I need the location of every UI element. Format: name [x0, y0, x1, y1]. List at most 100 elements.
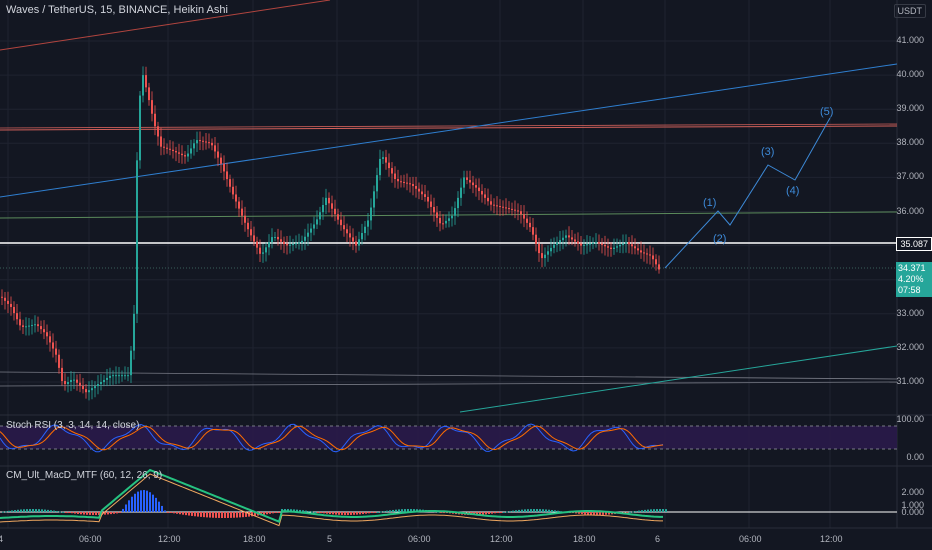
- candle-body: [631, 244, 633, 247]
- macd-histogram-bar: [665, 509, 667, 512]
- candle-body: [322, 205, 324, 213]
- candle-body: [202, 140, 204, 142]
- candle-body: [460, 187, 462, 198]
- candle-body: [331, 203, 333, 209]
- candle-body: [568, 235, 570, 238]
- macd-histogram-bar: [383, 511, 385, 513]
- macd-histogram-bar: [2, 511, 4, 513]
- macd-histogram-bar: [77, 512, 79, 514]
- wave-label-5: (5): [820, 106, 834, 118]
- candle-body: [4, 297, 6, 301]
- macd-histogram-bar: [509, 511, 511, 513]
- green-trendline: [459, 345, 898, 413]
- stoch-rsi-label[interactable]: Stoch RSI (3, 3, 14, 14, close): [6, 420, 140, 431]
- candle-body: [487, 197, 489, 202]
- macd-histogram-bar: [311, 511, 313, 513]
- price-tick: 38.000: [896, 137, 924, 148]
- macd-histogram-bar: [398, 509, 400, 512]
- time-tick: 06:00: [739, 534, 762, 544]
- candle-body: [85, 389, 87, 393]
- macd-histogram-bar: [194, 512, 196, 517]
- macd-histogram-bar: [344, 512, 346, 515]
- candle-body: [367, 220, 369, 227]
- elliott-wave-path: [664, 117, 831, 269]
- candle-body: [277, 236, 279, 240]
- drawn-lines: [0, 0, 898, 413]
- macd-histogram-bar: [485, 512, 487, 515]
- candle-body: [625, 242, 627, 244]
- candle-body: [610, 247, 612, 250]
- candle-body: [529, 222, 531, 228]
- candle-body: [88, 390, 90, 393]
- candle-body: [511, 208, 513, 210]
- macd-histogram-bar: [296, 509, 298, 512]
- candle-body: [310, 228, 312, 233]
- candle-body: [544, 254, 546, 259]
- macd-histogram-bar: [227, 512, 229, 518]
- rsi-d-line: [0, 425, 664, 451]
- rsi-k-line: [0, 423, 664, 453]
- macd-histogram-bar: [590, 512, 592, 515]
- price-tick: 31.000: [896, 376, 924, 386]
- macd-histogram-bar: [215, 512, 217, 518]
- candle-body: [121, 375, 123, 377]
- macd-histogram-bar: [365, 512, 367, 514]
- macd-histogram-bar: [314, 511, 316, 513]
- macd-histogram-bar: [608, 512, 610, 515]
- candle-body: [241, 208, 243, 216]
- candle-body: [517, 210, 519, 212]
- candle-body: [619, 244, 621, 247]
- macd-histogram-bar: [8, 510, 10, 512]
- candle-body: [463, 177, 465, 188]
- macd-histogram-bar: [362, 512, 364, 515]
- candle-body: [205, 141, 207, 143]
- candle-body: [172, 149, 174, 152]
- candle-body: [238, 201, 240, 209]
- macd-label[interactable]: CM_Ult_MacD_MTF (60, 12, 26, 9): [6, 470, 163, 481]
- macd-histogram-bar: [656, 509, 658, 512]
- macd-histogram-bar: [644, 509, 646, 512]
- macd-histogram-bar: [410, 509, 412, 512]
- candle-body: [19, 319, 21, 326]
- candle-body: [541, 253, 543, 259]
- macd-histogram-bar: [221, 512, 223, 518]
- macd-histogram-bar: [512, 510, 514, 512]
- candle-body: [472, 182, 474, 186]
- candle-body: [160, 136, 162, 147]
- candle-body: [139, 95, 141, 161]
- candle-body: [622, 243, 624, 245]
- candle-body: [457, 197, 459, 209]
- macd-histogram-bar: [536, 509, 538, 512]
- macd-histogram-bar: [497, 512, 499, 513]
- candle-body: [586, 244, 588, 246]
- macd-histogram-bar: [110, 512, 112, 515]
- macd-histogram-bar: [557, 510, 559, 512]
- currency-badge[interactable]: USDT: [893, 4, 926, 18]
- candle-body: [370, 207, 372, 221]
- wave-label-2: (2): [713, 233, 727, 245]
- macd-histogram-bar: [47, 509, 49, 512]
- macd-histogram-bar: [530, 509, 532, 512]
- candle-body: [433, 206, 435, 213]
- macd-tick: 2.000: [901, 487, 924, 497]
- macd-histogram-bar: [41, 509, 43, 512]
- candle-body: [319, 212, 321, 220]
- macd-histogram-bar: [326, 512, 328, 514]
- candle-body: [169, 148, 171, 150]
- macd-histogram-bar: [230, 512, 232, 518]
- candle-body: [82, 385, 84, 390]
- time-tick: 12:00: [158, 534, 181, 544]
- macd-histogram-bar: [182, 512, 184, 515]
- macd-histogram-bar: [32, 509, 34, 512]
- macd-histogram-bar: [389, 510, 391, 512]
- candle-body: [421, 191, 423, 195]
- candle-body: [28, 325, 30, 327]
- candle-body: [361, 233, 363, 240]
- red-resistance-line: [0, 123, 898, 129]
- red-resistance-line: [0, 125, 898, 131]
- candle-body: [253, 235, 255, 242]
- candle-body: [415, 186, 417, 189]
- chart-title[interactable]: Waves / TetherUS, 15, BINANCE, Heikin As…: [6, 4, 228, 16]
- macd-histogram-bar: [632, 511, 634, 513]
